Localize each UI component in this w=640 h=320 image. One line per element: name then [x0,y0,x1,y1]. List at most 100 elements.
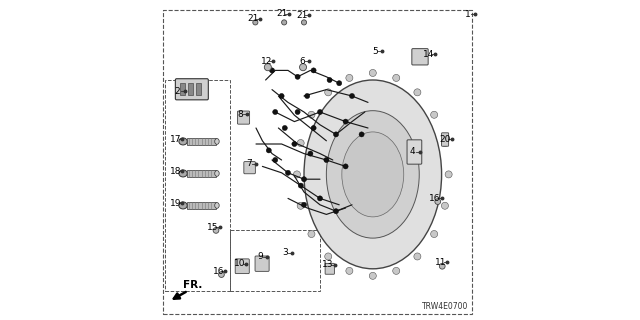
Text: 21: 21 [296,11,307,20]
Ellipse shape [295,109,300,115]
Text: 9: 9 [257,252,262,261]
Ellipse shape [327,77,332,83]
Ellipse shape [214,171,219,176]
Text: 14: 14 [422,50,434,59]
Ellipse shape [304,80,442,269]
Ellipse shape [266,148,271,153]
Ellipse shape [301,177,307,182]
Ellipse shape [308,151,313,156]
FancyBboxPatch shape [412,49,428,65]
Ellipse shape [393,75,400,82]
Ellipse shape [295,74,300,79]
Text: FR.: FR. [183,280,202,290]
Bar [187,138,216,145]
Ellipse shape [346,75,353,82]
Ellipse shape [294,171,301,178]
Ellipse shape [343,119,348,124]
Ellipse shape [324,253,332,260]
Ellipse shape [442,202,449,209]
Text: 3: 3 [282,248,287,257]
Ellipse shape [317,196,323,201]
Ellipse shape [301,20,307,25]
Text: 15: 15 [207,223,218,232]
Text: 11: 11 [435,258,446,267]
Bar [188,83,193,95]
Ellipse shape [297,140,304,147]
Ellipse shape [414,89,421,96]
Ellipse shape [333,209,339,214]
Text: 16: 16 [212,267,224,276]
Text: 6: 6 [299,57,305,66]
Bar [196,83,201,95]
Ellipse shape [282,20,287,25]
Bar [187,202,216,209]
Ellipse shape [214,139,219,144]
FancyBboxPatch shape [236,259,249,274]
Ellipse shape [279,93,284,99]
Ellipse shape [431,111,438,118]
Ellipse shape [369,69,376,76]
Ellipse shape [273,109,278,115]
Ellipse shape [213,228,219,233]
Text: 21: 21 [276,9,287,18]
Ellipse shape [179,170,187,177]
Text: 19: 19 [170,199,181,208]
Ellipse shape [300,64,307,71]
Ellipse shape [431,230,438,237]
Ellipse shape [342,132,404,217]
FancyBboxPatch shape [407,140,422,164]
Ellipse shape [179,202,187,209]
Ellipse shape [359,132,364,137]
Text: 8: 8 [237,110,243,119]
Bar [180,83,185,95]
Ellipse shape [311,125,316,131]
Ellipse shape [219,272,225,277]
Ellipse shape [285,170,291,175]
FancyBboxPatch shape [244,162,255,174]
Ellipse shape [326,111,419,238]
Ellipse shape [393,267,400,274]
FancyBboxPatch shape [442,133,449,146]
Ellipse shape [214,203,219,208]
Text: 7: 7 [246,159,252,168]
FancyBboxPatch shape [255,256,269,271]
FancyBboxPatch shape [325,263,334,274]
Ellipse shape [317,109,323,115]
Text: 20: 20 [439,135,451,144]
Ellipse shape [282,125,287,131]
Ellipse shape [337,81,342,86]
Ellipse shape [298,183,303,188]
Ellipse shape [445,171,452,178]
Ellipse shape [269,68,275,73]
Ellipse shape [301,202,307,207]
Ellipse shape [264,64,271,71]
Text: 18: 18 [170,167,181,176]
Text: 2: 2 [175,87,180,96]
Ellipse shape [442,140,449,147]
Ellipse shape [346,267,353,274]
Ellipse shape [349,93,355,99]
Ellipse shape [311,68,316,73]
Text: 17: 17 [170,135,181,144]
Ellipse shape [324,89,332,96]
FancyBboxPatch shape [237,111,250,124]
Ellipse shape [179,138,187,145]
Text: TRW4E0700: TRW4E0700 [422,302,468,311]
Ellipse shape [297,202,304,209]
Ellipse shape [308,230,315,237]
Ellipse shape [305,93,310,99]
FancyBboxPatch shape [175,79,209,100]
Ellipse shape [273,157,278,163]
Text: 4: 4 [410,148,415,156]
Text: 21: 21 [247,14,259,23]
Text: 13: 13 [322,260,333,269]
Text: 5: 5 [372,47,378,56]
Text: 10: 10 [234,260,245,268]
Ellipse shape [414,253,421,260]
Ellipse shape [333,132,339,137]
Ellipse shape [440,263,445,269]
Ellipse shape [343,164,348,169]
Ellipse shape [369,272,376,279]
Ellipse shape [253,20,258,25]
Ellipse shape [308,111,315,118]
